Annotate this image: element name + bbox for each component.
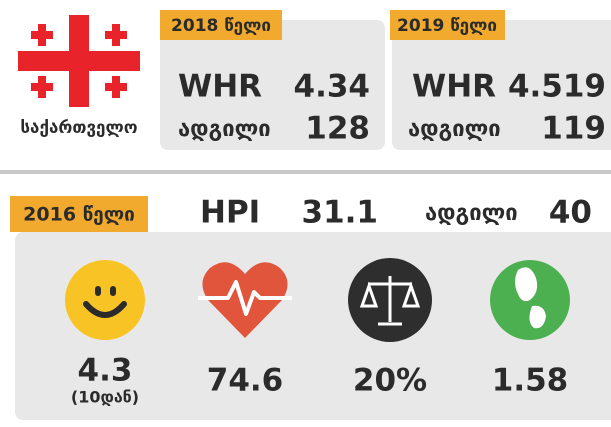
year-tag: [390, 10, 505, 40]
rank-value: 40: [549, 195, 592, 231]
year: 2016 წელი: [23, 204, 135, 226]
metric-value: 1.58: [492, 363, 569, 399]
rank-label: ადგილი: [408, 117, 501, 142]
smiley-icon: [65, 260, 145, 340]
index-label: WHR: [178, 69, 262, 105]
card: [160, 20, 385, 150]
card: [392, 20, 611, 150]
divider: [0, 170, 611, 174]
year: 2019 წელი: [397, 16, 497, 36]
index-value: 4.519: [508, 69, 606, 105]
metric-note: (10დან): [71, 388, 139, 407]
flag: [18, 15, 140, 107]
scales-icon: [348, 258, 432, 342]
rank-value: 128: [305, 111, 370, 147]
card: [15, 232, 611, 420]
rank-value: 119: [541, 111, 606, 147]
heart-icon: [198, 262, 292, 338]
year-tag: [160, 10, 282, 40]
rank-label: ადგილი: [425, 201, 518, 226]
year-tag: [10, 196, 148, 232]
country: საქართველო: [20, 118, 137, 138]
rank-label: ადგილი: [178, 117, 271, 142]
metric-value: 20%: [353, 363, 427, 399]
index-label: HPI: [200, 195, 260, 231]
index-value: 4.34: [294, 69, 371, 105]
footprint-icon: [490, 260, 570, 340]
index-value: 31.1: [302, 195, 379, 231]
index-label: WHR: [412, 69, 496, 105]
year: 2018 წელი: [171, 16, 271, 36]
metric-value: 4.3: [78, 353, 133, 389]
metric-value: 74.6: [207, 363, 284, 399]
